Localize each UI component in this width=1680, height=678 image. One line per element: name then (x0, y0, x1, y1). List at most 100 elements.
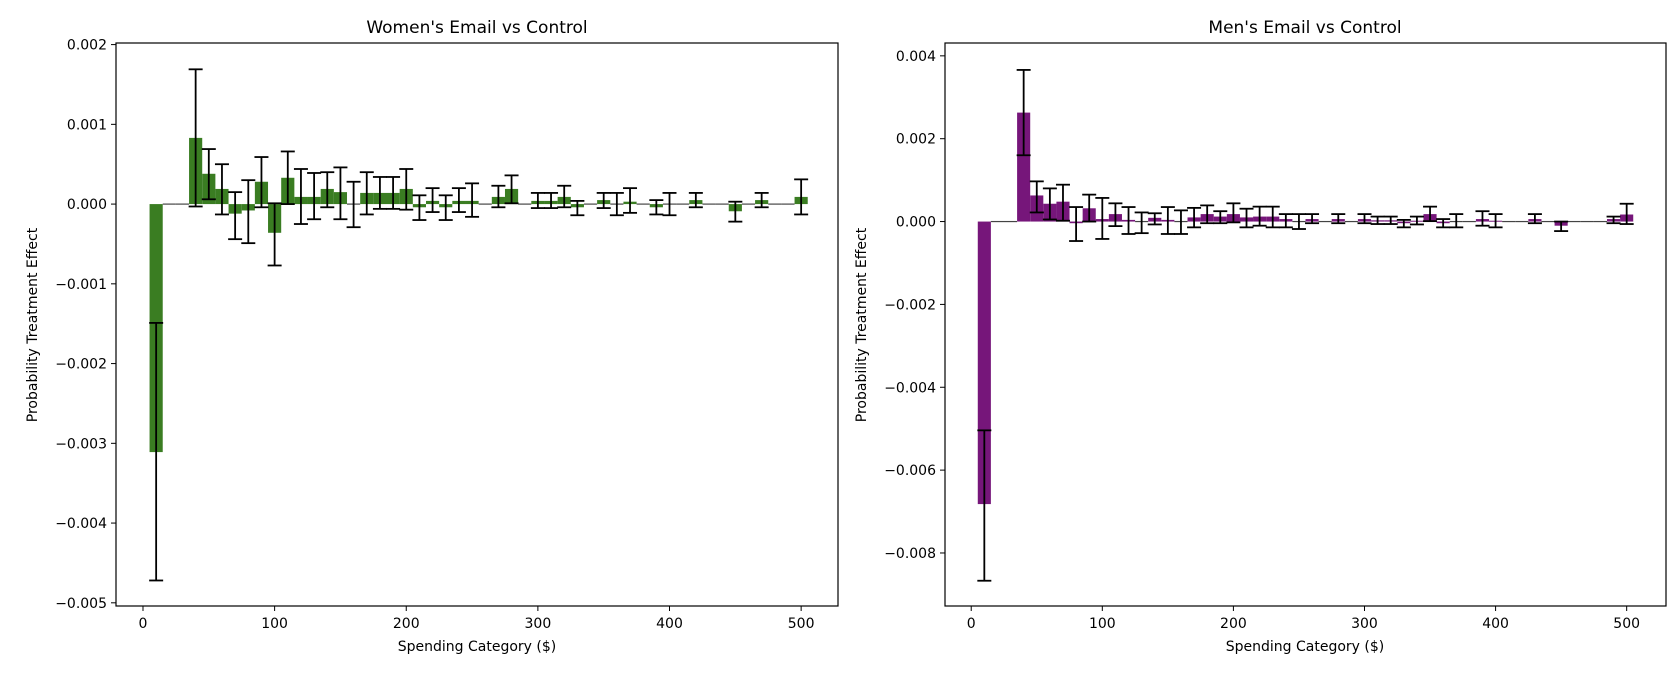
men-errorbar-40 (1016, 69, 1031, 157)
men-bar-10 (977, 221, 991, 505)
women-errorbar-40 (188, 68, 203, 208)
women-errorbar-420 (688, 192, 703, 209)
men-errorbar-340 (1409, 215, 1424, 226)
men-y-axis-label: Probability Treatment Effect (854, 227, 870, 422)
women-errorbar-70 (228, 191, 243, 241)
women-y-tick-label: −0.002 (55, 357, 107, 373)
men-errorbar-350 (1423, 205, 1438, 223)
men-errorbar-80 (1069, 206, 1084, 242)
men-errorbar-320 (1383, 215, 1398, 225)
women-errorbar-320 (557, 184, 572, 209)
men-y-tick-label: 0.002 (896, 132, 936, 148)
men-y-tick-label: −0.002 (884, 297, 936, 313)
men-errorbar-210 (1239, 207, 1254, 229)
men-chart-panel: Men's Email vs Control Spending Category… (854, 18, 1667, 655)
men-errorbar-130 (1134, 211, 1149, 235)
women-errorbar-270 (491, 184, 506, 209)
men-errorbar-230 (1265, 205, 1280, 229)
women-y-tick-label: 0.001 (67, 117, 107, 133)
men-x-tick-label: 500 (1613, 616, 1640, 632)
men-errorbar-90 (1082, 193, 1097, 223)
women-x-tick-label: 400 (656, 616, 683, 632)
men-errorbar-190 (1213, 210, 1228, 225)
women-errorbar-90 (254, 156, 269, 209)
women-errorbar-120 (293, 168, 308, 225)
men-errorbar-400 (1488, 213, 1503, 229)
women-errorbar-130 (307, 172, 322, 221)
men-x-axis-label: Spending Category ($) (1226, 639, 1384, 655)
men-x-tick-label: 0 (967, 616, 976, 632)
women-y-tick-label: −0.001 (55, 277, 107, 293)
women-errorbar-280 (504, 174, 519, 205)
women-errorbar-250 (465, 182, 480, 218)
women-errorbar-400 (662, 192, 677, 217)
women-errorbar-240 (451, 187, 466, 213)
women-y-axis: 0.002 0.001 0.000 −0.001 −0.002 −0.003 −0.004 −… (55, 38, 116, 612)
women-x-axis-label: Spending Category ($) (398, 639, 556, 655)
women-errorbar-140 (320, 171, 335, 209)
women-x-tick-label: 0 (139, 616, 148, 632)
women-errorbar-170 (359, 171, 374, 216)
women-errorbar-150 (333, 166, 348, 221)
women-errorbar-350 (596, 192, 611, 209)
men-errorbar-140 (1147, 212, 1162, 226)
women-errorbar-100 (267, 202, 282, 267)
women-errorbar-10 (149, 322, 164, 582)
men-errorbar-240 (1278, 213, 1293, 229)
women-errorbar-360 (609, 192, 624, 217)
men-errorbar-70 (1055, 183, 1070, 222)
women-y-axis-label: Probability Treatment Effect (25, 227, 41, 422)
men-errorbar-150 (1160, 206, 1175, 235)
men-y-tick-label: 0.000 (896, 215, 936, 231)
women-errorbar-230 (438, 194, 453, 221)
men-errorbar-430 (1527, 213, 1542, 225)
men-y-tick-label: −0.006 (884, 463, 936, 479)
women-errorbar-80 (241, 179, 256, 245)
men-y-tick-label: 0.004 (896, 49, 936, 65)
women-errorbar-60 (214, 163, 229, 216)
women-errorbar-450 (728, 200, 743, 223)
women-plot-frame (115, 42, 839, 607)
women-chart-title: Women's Email vs Control (366, 18, 587, 38)
women-errorbar-370 (623, 187, 638, 214)
women-errorbar-180 (372, 176, 387, 210)
women-errorbar-160 (346, 180, 361, 229)
men-errorbar-300 (1357, 213, 1372, 225)
women-errorbar-220 (425, 187, 440, 213)
women-errorbar-500 (794, 178, 809, 216)
women-y-tick-label: −0.005 (55, 596, 107, 612)
women-x-axis: 0 100 200 300 400 500 (139, 606, 815, 632)
men-errorbar-110 (1108, 202, 1123, 228)
women-errorbar-190 (386, 176, 401, 210)
women-errorbar-310 (544, 192, 559, 209)
men-errorbar-50 (1029, 180, 1044, 214)
men-errorbar-10 (977, 429, 992, 582)
men-x-axis: 0 100 200 300 400 500 (967, 606, 1640, 632)
women-errorbar-50 (201, 148, 216, 201)
men-errorbar-280 (1331, 213, 1346, 225)
men-errorbar-170 (1187, 206, 1202, 229)
men-y-tick-label: −0.004 (884, 380, 936, 396)
men-chart-title: Men's Email vs Control (1208, 18, 1401, 38)
men-y-axis: 0.004 0.002 0.000 −0.002 −0.004 −0.006 −0.008 (884, 49, 945, 562)
women-y-tick-label: −0.003 (55, 436, 107, 452)
men-errorbar-360 (1436, 218, 1451, 229)
men-error-bars (977, 69, 1634, 582)
men-errorbar-100 (1095, 197, 1110, 240)
women-errorbar-200 (399, 168, 414, 211)
men-plot-frame (944, 42, 1667, 607)
men-errorbar-250 (1291, 213, 1306, 230)
men-errorbar-490 (1606, 215, 1621, 225)
men-errorbar-260 (1305, 213, 1320, 225)
women-x-tick-label: 500 (788, 616, 815, 632)
women-y-tick-label: 0.002 (67, 38, 107, 54)
men-errorbar-450 (1554, 220, 1569, 232)
women-chart-panel: Women's Email vs Control Spending Catego… (25, 18, 839, 655)
women-y-tick-label: 0.000 (67, 197, 107, 213)
men-bars (977, 112, 1634, 505)
women-errorbar-330 (570, 199, 585, 217)
men-errorbar-200 (1226, 202, 1241, 224)
men-errorbar-390 (1475, 210, 1490, 227)
men-x-tick-label: 200 (1220, 616, 1247, 632)
